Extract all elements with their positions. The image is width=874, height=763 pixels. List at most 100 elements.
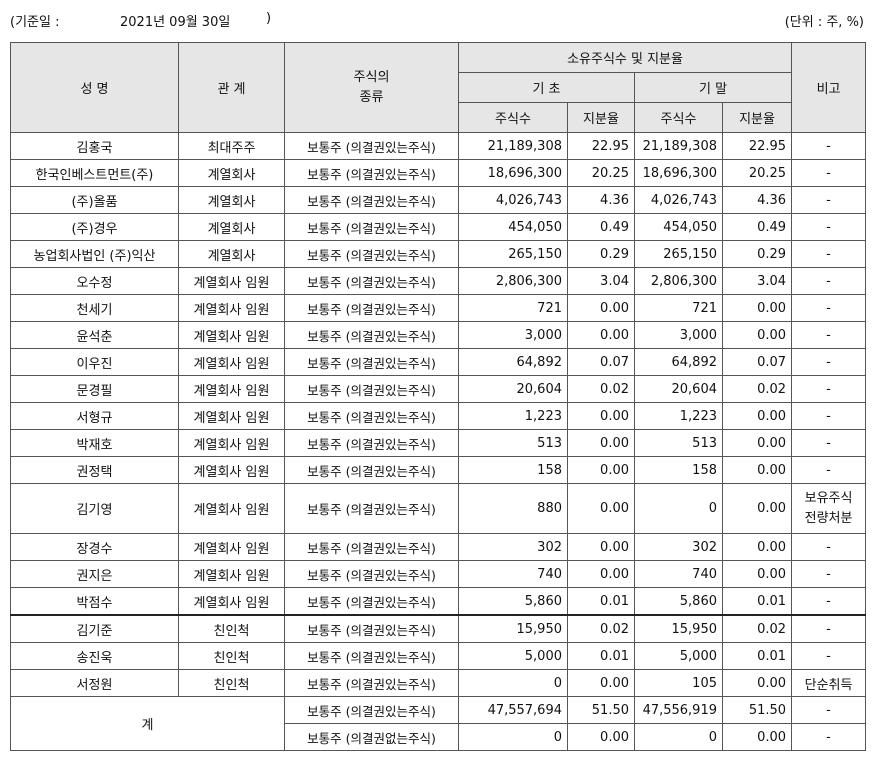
kind-cell: 보통주 (의결권있는주식) bbox=[284, 132, 459, 160]
ratio-cell: 0.00 bbox=[721, 560, 793, 588]
note-cell-line: 전량처분 bbox=[804, 510, 853, 526]
name-cell: 박재호 bbox=[10, 429, 179, 457]
name-cell: 윤석춘 bbox=[10, 321, 179, 349]
ratio-cell: 0.00 bbox=[567, 533, 635, 561]
kind-cell: 보통주 (의결권있는주식) bbox=[284, 614, 459, 643]
ratio-cell: 0.01 bbox=[721, 642, 793, 670]
total-label: 계 bbox=[10, 696, 285, 751]
ratio-cell: 20.25 bbox=[567, 159, 635, 187]
shares-cell: 4,026,743 bbox=[458, 186, 568, 214]
basis-label: (기준일 : bbox=[10, 15, 60, 30]
shares-cell: 265,150 bbox=[634, 240, 723, 268]
relation-cell: 계열회사 임원 bbox=[178, 456, 285, 484]
ratio-cell: 0.00 bbox=[721, 456, 793, 484]
shares-cell: 3,000 bbox=[634, 321, 723, 349]
table-row: 김홍국 최대주주 보통주 (의결권있는주식) 21,189,308 22.95 21,18… bbox=[10, 132, 867, 160]
note-cell: - bbox=[791, 159, 867, 187]
shares-cell: 740 bbox=[458, 560, 568, 588]
note-cell: - bbox=[791, 348, 867, 376]
ratio-cell: 0.00 bbox=[721, 429, 793, 457]
kind-cell: 보통주 (의결권있는주식) bbox=[284, 560, 459, 588]
ratio-cell: 20.25 bbox=[721, 159, 793, 187]
ratio-cell: 0.01 bbox=[567, 642, 635, 670]
name-cell: 권지은 bbox=[10, 560, 179, 588]
shares-cell: 721 bbox=[634, 294, 723, 322]
note-cell: - bbox=[791, 533, 867, 561]
ratio-cell: 0.49 bbox=[721, 213, 793, 241]
shares-cell: 2,806,300 bbox=[458, 267, 568, 295]
name-cell: 농업회사법인 (주)익산 bbox=[10, 240, 179, 268]
relation-cell: 계열회사 임원 bbox=[178, 267, 285, 295]
ratio-cell: 0.07 bbox=[567, 348, 635, 376]
shares-cell: 513 bbox=[634, 429, 723, 457]
relation-cell: 계열회사 임원 bbox=[178, 533, 285, 561]
note-cell: - bbox=[791, 587, 867, 616]
shares-cell: 1,223 bbox=[458, 402, 568, 430]
shares-cell: 5,860 bbox=[458, 587, 568, 616]
relation-cell: 계열회사 임원 bbox=[178, 587, 285, 616]
relation-cell: 계열회사 bbox=[178, 240, 285, 268]
ratio-cell: 0.00 bbox=[721, 483, 793, 534]
basis-close: ) bbox=[266, 11, 272, 26]
note-cell: - bbox=[791, 402, 867, 430]
shares-cell: 3,000 bbox=[458, 321, 568, 349]
shares-cell: 2,806,300 bbox=[634, 267, 723, 295]
name-cell: 송진욱 bbox=[10, 642, 179, 670]
table-row: 김기준 친인척 보통주 (의결권있는주식) 15,950 0.02 15,950 0.02- bbox=[10, 614, 867, 643]
note-cell: - bbox=[791, 294, 867, 322]
shares-cell: 15,950 bbox=[634, 614, 723, 643]
col-shares: 주식수 bbox=[634, 102, 723, 133]
relation-cell: 계열회사 bbox=[178, 159, 285, 187]
ratio-cell: 51.50 bbox=[721, 696, 793, 724]
kind-cell: 보통주 (의결권있는주식) bbox=[284, 642, 459, 670]
note-cell: - bbox=[791, 642, 867, 670]
relation-cell: 계열회사 임원 bbox=[178, 294, 285, 322]
table-row: 문경필 계열회사 임원 보통주 (의결권있는주식) 20,604 0.02 20,604 0… bbox=[10, 375, 867, 403]
shares-cell: 21,189,308 bbox=[458, 132, 568, 160]
note-cell: - bbox=[791, 267, 867, 295]
ratio-cell: 0.00 bbox=[721, 402, 793, 430]
shares-cell: 5,000 bbox=[634, 642, 723, 670]
ratio-cell: 0.00 bbox=[567, 560, 635, 588]
kind-cell: 보통주 (의결권있는주식) bbox=[284, 375, 459, 403]
ratio-cell: 0.00 bbox=[567, 483, 635, 534]
shares-cell: 105 bbox=[634, 669, 723, 697]
ratio-cell: 0.00 bbox=[721, 723, 793, 751]
table-row: 오수정 계열회사 임원 보통주 (의결권있는주식) 2,806,300 3.04 2,80… bbox=[10, 267, 867, 295]
name-cell: 천세기 bbox=[10, 294, 179, 322]
table-row: 박점수 계열회사 임원 보통주 (의결권있는주식) 5,860 0.01 5,860 0.0… bbox=[10, 587, 867, 616]
shares-cell: 302 bbox=[458, 533, 568, 561]
kind-cell: 보통주 (의결권없는주식) bbox=[284, 723, 459, 751]
table-row: 김기영 계열회사 임원 보통주 (의결권있는주식) 880 0.00 0 0.00 보유주식 전… bbox=[10, 483, 867, 534]
unit: (단위 : 주, %) bbox=[784, 15, 864, 30]
col-ratio: 지분율 bbox=[567, 102, 635, 133]
shares-cell: 302 bbox=[634, 533, 723, 561]
name-cell: 김홍국 bbox=[10, 132, 179, 160]
basis-date: 2021년 09월 30일 bbox=[120, 15, 231, 30]
kind-cell: 보통주 (의결권있는주식) bbox=[284, 186, 459, 214]
note-cell: 단순취득 bbox=[791, 669, 867, 697]
shares-cell: 0 bbox=[634, 723, 723, 751]
name-cell: 문경필 bbox=[10, 375, 179, 403]
relation-cell: 계열회사 임원 bbox=[178, 560, 285, 588]
kind-cell: 보통주 (의결권있는주식) bbox=[284, 587, 459, 616]
ratio-cell: 0.00 bbox=[567, 723, 635, 751]
shares-cell: 20,604 bbox=[634, 375, 723, 403]
shares-cell: 64,892 bbox=[458, 348, 568, 376]
ratio-cell: 3.04 bbox=[567, 267, 635, 295]
relation-cell: 계열회사 bbox=[178, 186, 285, 214]
table-row: 윤석춘 계열회사 임원 보통주 (의결권있는주식) 3,000 0.00 3,000 0.0… bbox=[10, 321, 867, 349]
relation-cell: 계열회사 임원 bbox=[178, 348, 285, 376]
kind-cell: 보통주 (의결권있는주식) bbox=[284, 159, 459, 187]
table-row: (주)경우 계열회사 보통주 (의결권있는주식) 454,050 0.49 454,050… bbox=[10, 213, 867, 241]
ratio-cell: 0.01 bbox=[567, 587, 635, 616]
name-cell: 권정택 bbox=[10, 456, 179, 484]
col-note: 비고 bbox=[791, 42, 867, 133]
ratio-cell: 3.04 bbox=[721, 267, 793, 295]
total-row: 보통주 (의결권없는주식) 0 0.00 0 0.00- bbox=[11, 723, 867, 751]
shares-cell: 0 bbox=[458, 723, 568, 751]
kind-cell: 보통주 (의결권있는주식) bbox=[284, 669, 459, 697]
ratio-cell: 0.00 bbox=[567, 429, 635, 457]
shares-cell: 15,950 bbox=[458, 614, 568, 643]
shares-cell: 0 bbox=[634, 483, 723, 534]
